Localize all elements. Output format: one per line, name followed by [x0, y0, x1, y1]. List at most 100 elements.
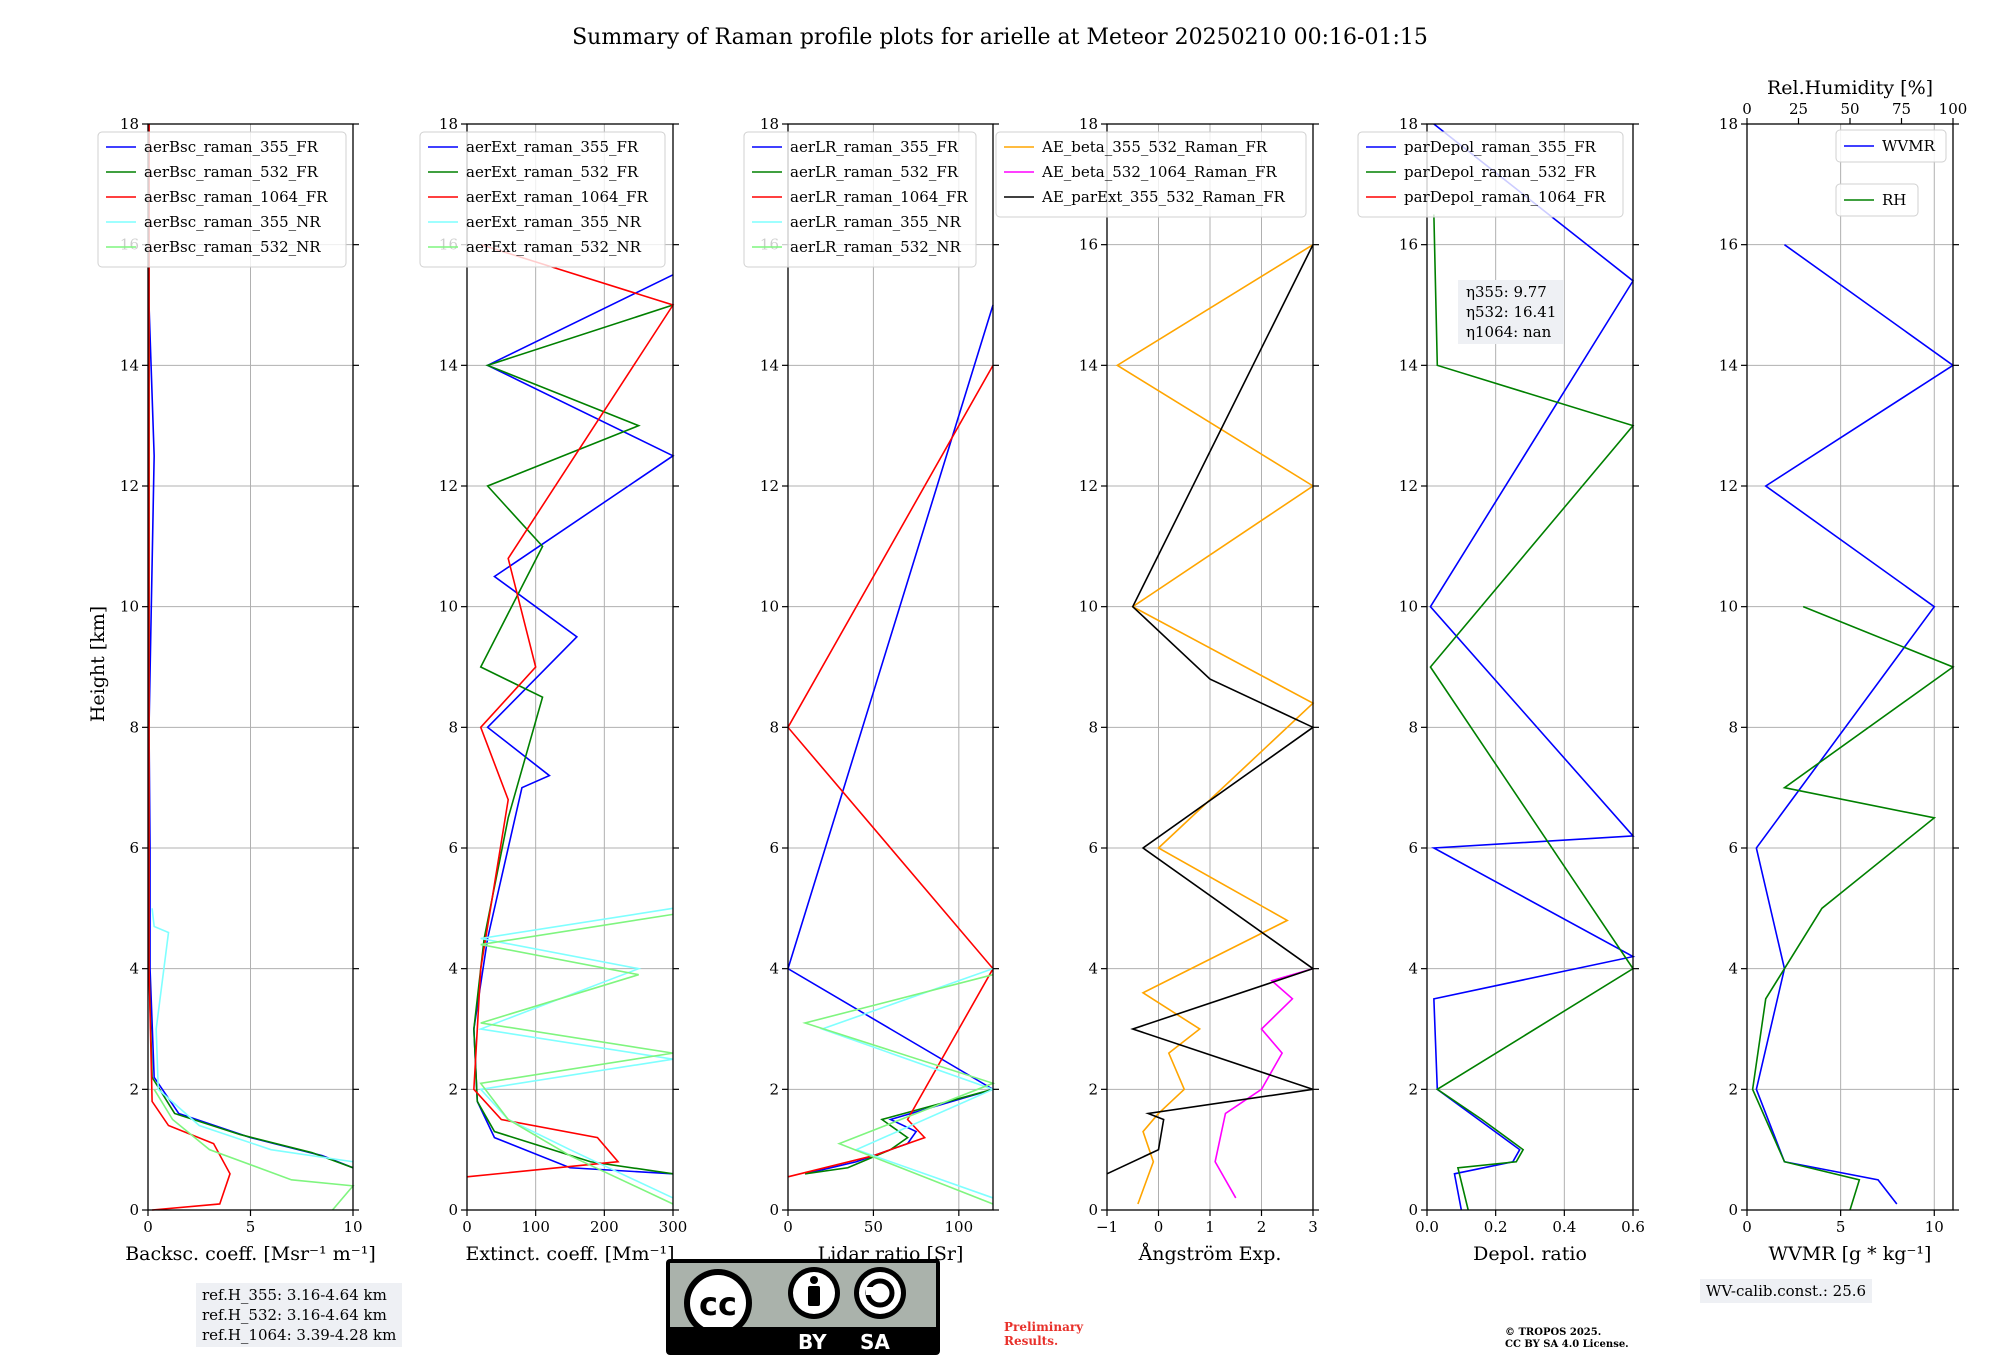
- by-label: BY: [798, 1330, 827, 1354]
- y-tick-label: 8: [448, 718, 458, 736]
- ref-h-532: ref.H_532: 3.16-4.64 km: [202, 1306, 387, 1324]
- y-tick-label: 12: [1399, 477, 1418, 495]
- y-tick-label: 8: [1728, 718, 1738, 736]
- panel-bsc: 0246810121416180510Backsc. coeff. [Msr⁻¹…: [97, 115, 376, 1265]
- y-tick-label: 10: [120, 598, 139, 616]
- legend-label: aerBsc_raman_532_FR: [144, 163, 319, 181]
- y-tick-label: 14: [760, 356, 779, 374]
- y-tick-label: 2: [448, 1080, 458, 1098]
- cc-logo-bottom: BY SA: [670, 1329, 936, 1354]
- axes-frame: [787, 123, 994, 1211]
- svg-text:cc: cc: [699, 1285, 737, 1323]
- y-tick-label: 2: [1088, 1080, 1098, 1098]
- x-tick-label: 2: [1257, 1218, 1267, 1236]
- x-tick-label: 0.4: [1552, 1218, 1576, 1236]
- x-tick-label: 0: [783, 1218, 793, 1236]
- x-tick-label: 50: [864, 1218, 883, 1236]
- y-tick-label: 14: [1079, 356, 1098, 374]
- y-tick-label: 14: [439, 356, 458, 374]
- legend-label: AE_beta_532_1064_Raman_FR: [1041, 163, 1277, 181]
- y-tick-label: 16: [1079, 236, 1098, 254]
- y-tick-label: 10: [1079, 598, 1098, 616]
- legend-label: AE_parExt_355_532_Raman_FR: [1041, 188, 1286, 206]
- x-tick-label: 100: [945, 1218, 974, 1236]
- ref-h-355: ref.H_355: 3.16-4.64 km: [202, 1286, 387, 1304]
- figure-title: Summary of Raman profile plots for ariel…: [572, 25, 1428, 50]
- sa-label: SA: [860, 1330, 890, 1354]
- x-axis-label: Extinct. coeff. [Mm⁻¹]: [465, 1243, 674, 1265]
- y-tick-label: 6: [1728, 839, 1738, 857]
- legend-box: [995, 131, 1307, 218]
- legend-label: parDepol_raman_532_FR: [1404, 163, 1597, 181]
- y-tick-label: 4: [129, 960, 139, 978]
- series-line-wv-1: [1751, 605, 1955, 1211]
- y-tick-label: 8: [1088, 718, 1098, 736]
- series-line-ext-0: [473, 274, 675, 1175]
- y-tick-label: 2: [1408, 1080, 1418, 1098]
- legend-label: aerLR_raman_355_FR: [790, 138, 959, 156]
- y-tick-label: 6: [1088, 839, 1098, 857]
- legend-label: aerLR_raman_355_NR: [790, 213, 961, 231]
- x-tick-label: 0.2: [1484, 1218, 1508, 1236]
- axes-frame: [466, 123, 674, 1211]
- legend-label: parDepol_raman_1064_FR: [1404, 188, 1606, 206]
- y-tick-label: 0: [1728, 1201, 1738, 1219]
- top-tick-label: 25: [1789, 100, 1808, 118]
- panel-lr: 024681012141618050100Lidar ratio [Sr]aer…: [743, 115, 999, 1265]
- y-tick-label: 16: [1719, 236, 1738, 254]
- eta-1064: η1064: nan: [1466, 323, 1552, 341]
- y-tick-label: 6: [448, 839, 458, 857]
- y-tick-label: 8: [769, 718, 779, 736]
- legend-label: aerExt_raman_532_NR: [466, 238, 642, 256]
- y-tick-label: 0: [1088, 1201, 1098, 1219]
- legend-label: parDepol_raman_355_FR: [1404, 138, 1597, 156]
- y-tick-label: 8: [129, 718, 139, 736]
- legend-label: aerBsc_raman_532_NR: [144, 238, 321, 256]
- top-axis-label: Rel.Humidity [%]: [1767, 77, 1933, 99]
- y-tick-label: 16: [1399, 236, 1418, 254]
- y-tick-label: 14: [1399, 356, 1418, 374]
- preliminary-line-2: Results.: [1004, 1334, 1059, 1348]
- series-line-bsc-0: [148, 124, 354, 1169]
- top-tick-label: 0: [1742, 100, 1752, 118]
- series-line-lr-1: [804, 1088, 994, 1175]
- y-tick-label: 12: [760, 477, 779, 495]
- y-tick-label: 12: [439, 477, 458, 495]
- eta-355: η355: 9.77: [1466, 283, 1547, 301]
- x-tick-label: 3: [1308, 1218, 1318, 1236]
- y-tick-label: 18: [1079, 115, 1098, 133]
- series-line-ext-4: [479, 913, 674, 1205]
- x-tick-label: 0: [1154, 1218, 1164, 1236]
- wv-calibration-box: WV-calib.const.: 25.6: [1700, 1279, 1873, 1303]
- top-tick-label: 50: [1840, 100, 1859, 118]
- x-axis-label: Ångström Exp.: [1138, 1243, 1282, 1265]
- y-axis-label: Height [km]: [87, 606, 109, 722]
- legend-label: aerLR_raman_532_FR: [790, 163, 959, 181]
- x-tick-label: 5: [246, 1218, 256, 1236]
- legend-label: aerBsc_raman_1064_FR: [144, 188, 328, 206]
- eta-532: η532: 16.41: [1466, 303, 1557, 321]
- preliminary-note: Preliminary Results.: [1004, 1320, 1083, 1348]
- x-axis-label: WVMR [g * kg⁻¹]: [1769, 1243, 1932, 1265]
- axes-frame: [1746, 123, 1954, 1211]
- y-tick-label: 18: [439, 115, 458, 133]
- legend-label: RH: [1882, 191, 1906, 209]
- legend-box-rh: [1835, 183, 1919, 217]
- y-tick-label: 14: [1719, 356, 1738, 374]
- copyright-note: © TROPOS 2025. CC BY SA 4.0 License.: [1505, 1327, 1629, 1351]
- series-line-bsc-4: [153, 1088, 355, 1211]
- x-tick-label: 10: [343, 1218, 362, 1236]
- series-line-ext-3: [477, 907, 674, 1199]
- copyright-line-2: CC BY SA 4.0 License.: [1505, 1339, 1629, 1350]
- y-tick-label: 2: [1728, 1080, 1738, 1098]
- x-tick-label: 0: [462, 1218, 472, 1236]
- y-tick-label: 12: [120, 477, 139, 495]
- legend-box: [743, 131, 977, 268]
- series-line-ae-0: [1115, 243, 1315, 1205]
- panel-depol: 0 2 4 6 8 10 12 14 16 18 0.0 0.2 0.4 0.6 Depol. ratio p…: [1357, 115, 1645, 1265]
- x-tick-label: 0: [1742, 1218, 1752, 1236]
- x-axis-label: Depol. ratio: [1473, 1243, 1587, 1265]
